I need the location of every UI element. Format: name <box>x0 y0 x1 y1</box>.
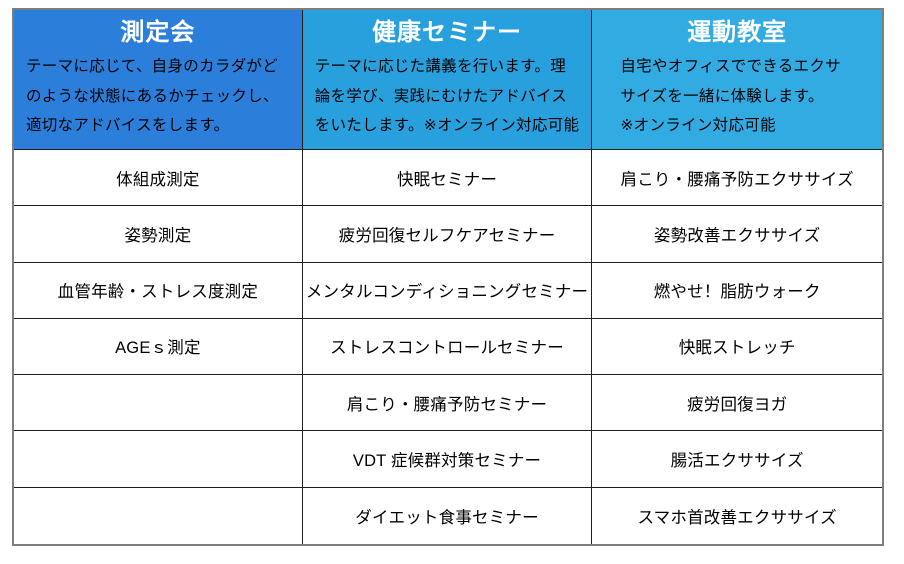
table-cell: 燃やせ！脂肪ウォーク <box>592 262 882 319</box>
column-description: 自宅やオフィスでできるエクササイズを一緒に体験します。 ※オンライン対応可能 <box>620 58 841 134</box>
table-cell: 肩こり・腰痛予防セミナー <box>302 375 593 432</box>
table-cell: スマホ首改善エクササイズ <box>592 487 882 544</box>
column-header-measurement-session: 測定会 テーマに応じて、自身のカラダがどのような状態にあるかチェックし、適切なア… <box>14 10 303 150</box>
column-title: 運動教室 <box>687 19 788 46</box>
table-cell: ダイエット食事セミナー <box>302 487 593 544</box>
table-cell: メンタルコンディショニングセミナー <box>302 262 593 319</box>
table-cell: 体組成測定 <box>14 150 303 207</box>
table-cell: AGEｓ測定 <box>14 318 303 376</box>
table-cell: 疲労回復セルフケアセミナー <box>302 206 593 263</box>
table-cell: 肩こり・腰痛予防エクササイズ <box>592 150 882 207</box>
table-cell: ストレスコントロールセミナー <box>302 318 593 376</box>
table-cell: 姿勢測定 <box>14 206 303 263</box>
column-header-health-seminar: 健康セミナー テーマに応じた講義を行います。理論を学び、実践にむけたアドバイスを… <box>302 10 593 150</box>
column-title: 健康セミナー <box>372 19 523 46</box>
column-description: テーマに応じて、自身のカラダがどのような状態にあるかチェックし、適切なアドバイス… <box>26 58 279 134</box>
table-cell: 血管年齢・ストレス度測定 <box>14 262 303 319</box>
table-cell: VDT 症候群対策セミナー <box>302 431 593 488</box>
column-description: テーマに応じた講義を行います。理論を学び、実践にむけたアドバイスをいたします。※… <box>314 58 580 134</box>
column-title: 測定会 <box>120 19 196 46</box>
table-cell <box>14 487 303 544</box>
table-cell <box>14 431 303 488</box>
column-header-exercise-class: 運動教室 自宅やオフィスでできるエクササイズを一緒に体験します。 ※オンライン対… <box>592 10 882 150</box>
program-table: 測定会 テーマに応じて、自身のカラダがどのような状態にあるかチェックし、適切なア… <box>12 8 884 546</box>
table-cell: 疲労回復ヨガ <box>592 375 882 432</box>
table-cell: 姿勢改善エクササイズ <box>592 206 882 263</box>
table-cell <box>14 375 303 432</box>
table-cell: 快眠ストレッチ <box>592 318 882 376</box>
table-cell: 快眠セミナー <box>302 150 593 207</box>
table-cell: 腸活エクササイズ <box>592 431 882 488</box>
